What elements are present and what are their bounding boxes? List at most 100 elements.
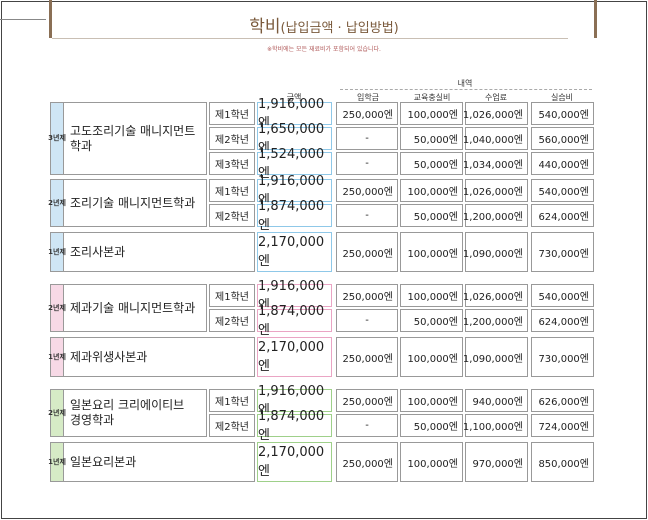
department-name: 고도조리기술 매니지먼트학과 xyxy=(64,102,207,175)
grade-label: 제1학년 xyxy=(209,179,255,202)
practice-fee: 624,000엔 xyxy=(531,309,594,332)
department-name: 일본요리 크리에이티브 경영학과 xyxy=(64,389,207,437)
program-length-char: 1 xyxy=(48,352,53,361)
admission-fee: 250,000엔 xyxy=(336,284,398,307)
practice-fee: 540,000엔 xyxy=(531,102,594,125)
grade-label: 제2학년 xyxy=(209,204,255,227)
corner-line xyxy=(0,19,46,20)
grade-label: 제1학년 xyxy=(209,284,255,307)
facility-fee: 100,000엔 xyxy=(400,284,463,307)
grade-label: 제2학년 xyxy=(209,414,255,437)
facility-fee: 100,000엔 xyxy=(400,232,463,272)
total-amount: 1,916,000엔 xyxy=(257,97,332,131)
facility-fee: 50,000엔 xyxy=(400,309,463,332)
header-tuition: 수업료 xyxy=(484,93,508,102)
header-breakdown: 내역 xyxy=(457,79,473,88)
decorative-bar-left xyxy=(49,0,52,38)
admission-fee: 250,000엔 xyxy=(336,442,398,482)
admission-fee: - xyxy=(336,152,398,175)
grade-label: 제2학년 xyxy=(209,309,255,332)
practice-fee: 624,000엔 xyxy=(531,204,594,227)
total-amount: 1,874,000엔 xyxy=(257,304,332,338)
tuition-fee: 1,090,000엔 xyxy=(463,232,528,272)
program-length-char: 2 xyxy=(48,198,53,207)
practice-fee: 560,000엔 xyxy=(531,127,594,150)
total-amount: 1,916,000엔 xyxy=(257,384,332,418)
page-title: 학비(납입금액 · 납입방법) xyxy=(0,12,648,37)
header-facility: 교육충실비 xyxy=(413,93,451,102)
tuition-fee: 940,000엔 xyxy=(465,389,528,412)
practice-fee: 440,000엔 xyxy=(531,152,594,175)
admission-fee: 250,000엔 xyxy=(336,102,398,125)
admission-fee: - xyxy=(336,127,398,150)
practice-fee: 850,000엔 xyxy=(531,442,594,482)
admission-fee: - xyxy=(336,204,398,227)
grade-label: 제1학년 xyxy=(209,389,255,412)
admission-fee: - xyxy=(336,309,398,332)
program-length-char: 년 xyxy=(52,247,60,256)
admission-fee: 250,000엔 xyxy=(336,389,398,412)
header-total: 금액 xyxy=(286,93,302,102)
total-amount: 1,874,000엔 xyxy=(257,199,332,233)
admission-fee: 250,000엔 xyxy=(336,232,398,272)
practice-fee: 730,000엔 xyxy=(531,232,594,272)
program-length-char: 제 xyxy=(59,457,66,466)
total-amount: 1,916,000엔 xyxy=(257,279,332,313)
tuition-fee: 1,026,000엔 xyxy=(463,179,528,202)
practice-fee: 730,000엔 xyxy=(531,337,594,377)
practice-fee: 540,000엔 xyxy=(531,284,594,307)
tuition-fee: 1,100,000엔 xyxy=(463,414,528,437)
program-length-char: 년 xyxy=(52,457,60,466)
total-amount: 1,874,000엔 xyxy=(257,409,332,443)
practice-fee: 540,000엔 xyxy=(531,179,594,202)
tuition-fee: 1,026,000엔 xyxy=(463,284,528,307)
program-length-char: 2 xyxy=(48,303,53,312)
practice-fee: 724,000엔 xyxy=(531,414,594,437)
tuition-fee: 1,200,000엔 xyxy=(463,309,528,332)
program-length-char: 제 xyxy=(59,198,66,207)
facility-fee: 50,000엔 xyxy=(400,414,463,437)
grade-label: 제3학년 xyxy=(209,152,255,175)
total-amount: 2,170,000엔 xyxy=(257,442,332,482)
admission-fee: 250,000엔 xyxy=(336,179,398,202)
tuition-fee: 970,000엔 xyxy=(465,442,528,482)
title-underline xyxy=(52,38,568,39)
title-sub: (납입금액 · 납입방법) xyxy=(280,21,399,36)
header-practice: 실습비 xyxy=(550,93,574,102)
facility-fee: 100,000엔 xyxy=(400,442,463,482)
total-amount: 1,916,000엔 xyxy=(257,174,332,208)
facility-fee: 100,000엔 xyxy=(400,389,463,412)
total-amount: 2,170,000엔 xyxy=(257,337,332,377)
admission-fee: 250,000엔 xyxy=(336,337,398,377)
department-name: 일본요리본과 xyxy=(64,442,255,482)
program-length-char: 3 xyxy=(48,134,53,142)
grade-label: 제1학년 xyxy=(209,102,255,125)
department-name: 조리사본과 xyxy=(64,232,255,272)
tuition-fee: 1,040,000엔 xyxy=(463,127,528,150)
facility-fee: 50,000엔 xyxy=(400,152,463,175)
total-amount: 1,650,000엔 xyxy=(257,122,332,156)
tuition-fee: 1,200,000엔 xyxy=(463,204,528,227)
tuition-note: ※학비에는 모든 재료비가 포함되어 있습니다. xyxy=(267,46,381,53)
header-divider xyxy=(340,89,592,90)
total-amount: 2,170,000엔 xyxy=(257,232,332,272)
program-length-char: 제 xyxy=(59,303,66,312)
practice-fee: 626,000엔 xyxy=(531,389,594,412)
program-length-char: 년 xyxy=(52,134,60,142)
program-length-char: 제 xyxy=(59,247,66,256)
tuition-fee: 1,090,000엔 xyxy=(463,337,528,377)
facility-fee: 100,000엔 xyxy=(400,102,463,125)
department-name: 제과위생사본과 xyxy=(64,337,255,377)
facility-fee: 50,000엔 xyxy=(400,127,463,150)
program-length-char: 년 xyxy=(52,352,60,361)
facility-fee: 100,000엔 xyxy=(400,179,463,202)
facility-fee: 100,000엔 xyxy=(400,337,463,377)
program-length-char: 년 xyxy=(52,198,60,207)
grade-label: 제2학년 xyxy=(209,127,255,150)
